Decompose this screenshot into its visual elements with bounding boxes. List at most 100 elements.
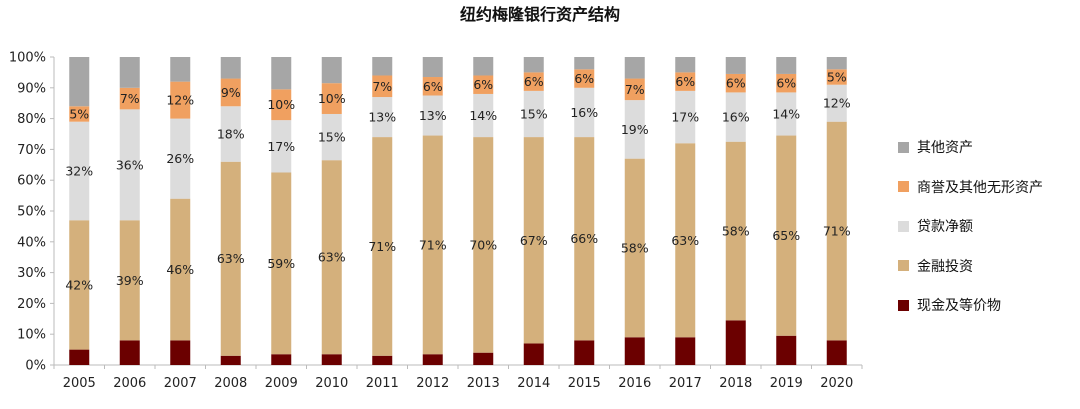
y-tick-label: 80% [17, 112, 46, 127]
data-label: 5% [827, 70, 847, 85]
legend-item: 贷款净额 [898, 217, 1043, 235]
data-label: 7% [120, 91, 140, 106]
bar-segment [624, 100, 645, 159]
bar-segment [321, 354, 342, 365]
data-label: 70% [469, 237, 497, 252]
data-label: 36% [116, 157, 144, 172]
bar-segment [725, 320, 746, 365]
bar-segment [271, 89, 292, 121]
x-tick-label: 2016 [618, 376, 651, 391]
bar-segment [170, 57, 191, 82]
chart-title: 纽约梅隆银行资产结构 [459, 5, 620, 24]
data-label: 63% [671, 233, 699, 248]
bar-segment [170, 118, 191, 199]
data-label: 9% [221, 85, 241, 100]
data-label: 14% [772, 106, 800, 121]
data-label: 67% [520, 233, 548, 248]
chart-legend: 其他资产 商誉及其他无形资产 贷款净额 金融投资 现金及等价物 [898, 138, 1043, 336]
data-label: 10% [267, 97, 295, 112]
bar-segment [523, 343, 544, 365]
bar-segment [372, 97, 393, 138]
data-label: 15% [520, 106, 548, 121]
data-label: 7% [372, 79, 392, 94]
bar-segment [776, 92, 797, 136]
bar-segment [422, 135, 443, 355]
bar-segment [574, 69, 595, 88]
bar-segment [372, 355, 393, 365]
legend-swatch [898, 141, 909, 153]
legend-label: 贷款净额 [917, 219, 973, 235]
data-label: 16% [570, 105, 598, 120]
bar-segment [473, 57, 494, 76]
bar-segment [119, 87, 140, 110]
data-label: 65% [772, 228, 800, 243]
y-tick-label: 90% [17, 81, 46, 96]
x-tick-label: 2011 [366, 376, 399, 391]
y-tick-label: 50% [17, 205, 46, 220]
bar-segment [826, 57, 847, 70]
data-label: 39% [116, 273, 144, 288]
bar-segment [422, 354, 443, 365]
bar-segment [271, 120, 292, 173]
data-label: 6% [675, 74, 695, 89]
bar-segment [725, 57, 746, 74]
bar-segment [69, 349, 90, 365]
bar-segment [170, 340, 191, 365]
data-label: 63% [217, 251, 245, 266]
legend-swatch [898, 299, 909, 311]
data-label: 59% [267, 256, 295, 271]
x-tick-label: 2020 [820, 376, 853, 391]
data-label: 14% [469, 108, 497, 123]
data-label: 5% [69, 106, 89, 121]
y-tick-label: 30% [17, 266, 46, 281]
bar-segment [675, 90, 696, 144]
data-label: 17% [267, 139, 295, 154]
bar-segment [69, 57, 90, 107]
bar-segment [523, 72, 544, 91]
x-tick-label: 2010 [315, 376, 348, 391]
y-tick-label: 10% [17, 328, 46, 343]
bar-segment [725, 92, 746, 142]
bar-segment [321, 160, 342, 355]
bar-segment [271, 57, 292, 90]
legend-swatch [898, 260, 909, 271]
bar-segment [725, 73, 746, 93]
bar-segment [69, 220, 90, 350]
bar-segment [422, 77, 443, 96]
data-label: 12% [166, 93, 194, 108]
data-label: 17% [671, 110, 699, 125]
data-label: 18% [217, 127, 245, 142]
bar-segment [574, 87, 595, 138]
y-tick-label: 100% [9, 51, 46, 66]
bar-segment [675, 72, 696, 91]
bar-segment [69, 106, 90, 122]
bar-segment [220, 355, 241, 365]
bar-segment [271, 172, 292, 355]
data-label: 6% [524, 74, 544, 89]
bar-segment [523, 137, 544, 344]
bar-segment [624, 337, 645, 365]
legend-swatch [898, 181, 909, 192]
bar-segment [220, 57, 241, 79]
bar-segment [119, 340, 140, 365]
legend-item: 商誉及其他无形资产 [898, 178, 1043, 196]
y-tick-label: 20% [17, 297, 46, 312]
bar-segment [574, 340, 595, 365]
bar-segment [826, 84, 847, 122]
bar-segment [624, 57, 645, 79]
legend-swatch [898, 220, 909, 232]
x-tick-label: 2014 [517, 376, 550, 391]
data-label: 15% [318, 130, 346, 145]
x-tick-label: 2015 [568, 376, 601, 391]
bar-segment [321, 113, 342, 161]
bar-segment [826, 69, 847, 85]
data-label: 13% [368, 110, 396, 125]
legend-label: 其他资产 [917, 140, 973, 156]
data-label: 10% [318, 91, 346, 106]
bar-segment [826, 121, 847, 341]
bar-segment [675, 337, 696, 365]
data-label: 6% [473, 77, 493, 92]
x-tick-label: 2018 [719, 376, 752, 391]
bar-segment [473, 137, 494, 353]
